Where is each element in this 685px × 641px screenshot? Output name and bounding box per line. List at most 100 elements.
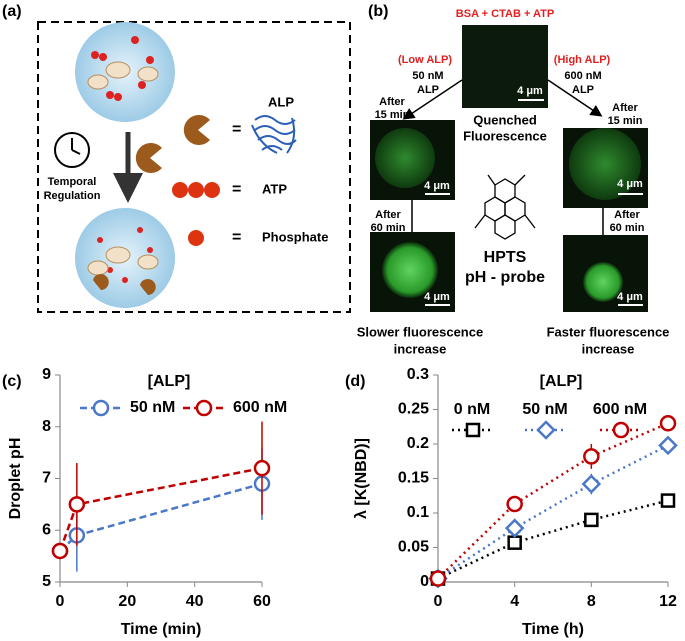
label: 15 min bbox=[608, 115, 643, 127]
panel-a: (a) Temporal Regulation = ALP = ATP = Ph… bbox=[2, 3, 351, 313]
label: ALP bbox=[268, 94, 294, 109]
legend-label: 50 nM bbox=[522, 401, 567, 418]
y-tick-label: 6 bbox=[42, 521, 51, 538]
marker bbox=[658, 435, 678, 456]
legend-marker bbox=[612, 421, 630, 439]
x-tick-label: 60 bbox=[253, 593, 271, 610]
legend-title: [ALP] bbox=[540, 373, 583, 390]
equals: = bbox=[232, 121, 241, 138]
x-tick-label: 8 bbox=[587, 593, 596, 610]
marker bbox=[429, 570, 447, 587]
equals: = bbox=[232, 181, 241, 198]
panel-label: (c) bbox=[2, 373, 22, 390]
panel-b: (b) BSA + CTAB + ATP 4 μm (Low ALP) 50 n… bbox=[357, 3, 670, 356]
x-tick-label: 4 bbox=[510, 593, 519, 610]
series-line bbox=[437, 422, 669, 580]
alp-enzyme bbox=[183, 115, 210, 145]
droplet-image bbox=[583, 262, 623, 302]
frame bbox=[37, 21, 351, 313]
legend-marker bbox=[465, 422, 481, 438]
legend-label: 50 nM bbox=[130, 399, 175, 416]
droplet-image bbox=[375, 128, 435, 188]
scale-label: 4 μm bbox=[617, 291, 643, 303]
marker bbox=[659, 415, 677, 432]
label: increase bbox=[582, 341, 635, 356]
label: 60 min bbox=[610, 222, 645, 234]
y-tick-label: 0.3 bbox=[407, 366, 429, 383]
label: 60 min bbox=[371, 222, 406, 234]
y-tick-label: 0.05 bbox=[398, 539, 429, 556]
marker bbox=[51, 542, 69, 560]
scale-label: 4 μm bbox=[617, 178, 643, 190]
atp-icon bbox=[172, 182, 220, 198]
arrow bbox=[547, 79, 603, 117]
droplet-image bbox=[569, 128, 641, 200]
label: ALP bbox=[417, 84, 439, 96]
equals: = bbox=[232, 229, 241, 246]
legend-marker bbox=[92, 399, 110, 417]
x-tick-label: 20 bbox=[118, 593, 136, 610]
y-tick-label: 5 bbox=[42, 573, 51, 590]
arrow bbox=[402, 79, 463, 120]
panel-label: (b) bbox=[368, 3, 388, 20]
series-line bbox=[437, 499, 669, 580]
x-axis-label: Time (h) bbox=[522, 621, 584, 638]
legend-label: 0 nM bbox=[454, 401, 490, 418]
phosphate-icon bbox=[188, 230, 204, 246]
label: 50 nM bbox=[412, 70, 443, 82]
label: After bbox=[612, 102, 638, 114]
x-tick-label: 40 bbox=[186, 593, 204, 610]
y-tick-label: 0.15 bbox=[398, 470, 429, 487]
legend-title: [ALP] bbox=[148, 373, 191, 390]
droplet-image bbox=[382, 242, 438, 298]
marker bbox=[581, 474, 602, 494]
legend-marker bbox=[536, 420, 556, 440]
marker bbox=[506, 495, 523, 513]
y-axis-label: λ [K(NBD)] bbox=[353, 438, 370, 519]
label: Faster fluorescence bbox=[547, 324, 670, 339]
marker bbox=[507, 535, 522, 550]
x-tick-label: 12 bbox=[659, 593, 677, 610]
x-tick-label: 0 bbox=[56, 593, 65, 610]
label: pH - probe bbox=[465, 269, 545, 286]
label: (Low ALP) bbox=[398, 54, 452, 66]
alp-enzyme bbox=[135, 143, 162, 173]
label: ALP bbox=[572, 84, 594, 96]
y-tick-label: 9 bbox=[42, 366, 51, 383]
label: After bbox=[614, 209, 640, 221]
label: Phosphate bbox=[262, 229, 328, 244]
scale-label: 4 μm bbox=[517, 85, 543, 97]
marker bbox=[68, 496, 86, 513]
panel-label: (a) bbox=[2, 3, 22, 20]
x-tick-label: 0 bbox=[434, 593, 443, 610]
label: Temporal bbox=[48, 176, 97, 188]
label: Slower fluorescence bbox=[357, 324, 483, 339]
legend-marker bbox=[195, 399, 213, 417]
label: After bbox=[379, 96, 405, 108]
bsa bbox=[87, 61, 159, 276]
label: BSA + CTAB + ATP bbox=[456, 8, 554, 20]
scale-label: 4 μm bbox=[424, 291, 450, 303]
label: After bbox=[375, 209, 401, 221]
clock-hands bbox=[71, 138, 81, 155]
micrograph bbox=[462, 25, 548, 108]
protein-structure bbox=[251, 115, 297, 154]
y-tick-label: 8 bbox=[42, 418, 51, 435]
label: (High ALP) bbox=[554, 54, 611, 66]
marker bbox=[504, 518, 525, 538]
label: increase bbox=[394, 341, 447, 356]
y-tick-label: 0 bbox=[420, 573, 429, 590]
label: Regulation bbox=[44, 190, 101, 202]
y-tick-label: 0.2 bbox=[407, 435, 429, 452]
label: ATP bbox=[262, 181, 287, 196]
series-line bbox=[58, 466, 263, 552]
marker bbox=[660, 493, 676, 508]
y-tick-label: 0.25 bbox=[398, 401, 429, 418]
x-axis-label: Time (min) bbox=[121, 621, 202, 638]
y-tick-label: 0.1 bbox=[407, 504, 429, 521]
scale-label: 4 μm bbox=[424, 180, 450, 192]
series-line bbox=[437, 444, 669, 580]
marker bbox=[584, 512, 599, 528]
panel-label: (d) bbox=[345, 373, 365, 390]
